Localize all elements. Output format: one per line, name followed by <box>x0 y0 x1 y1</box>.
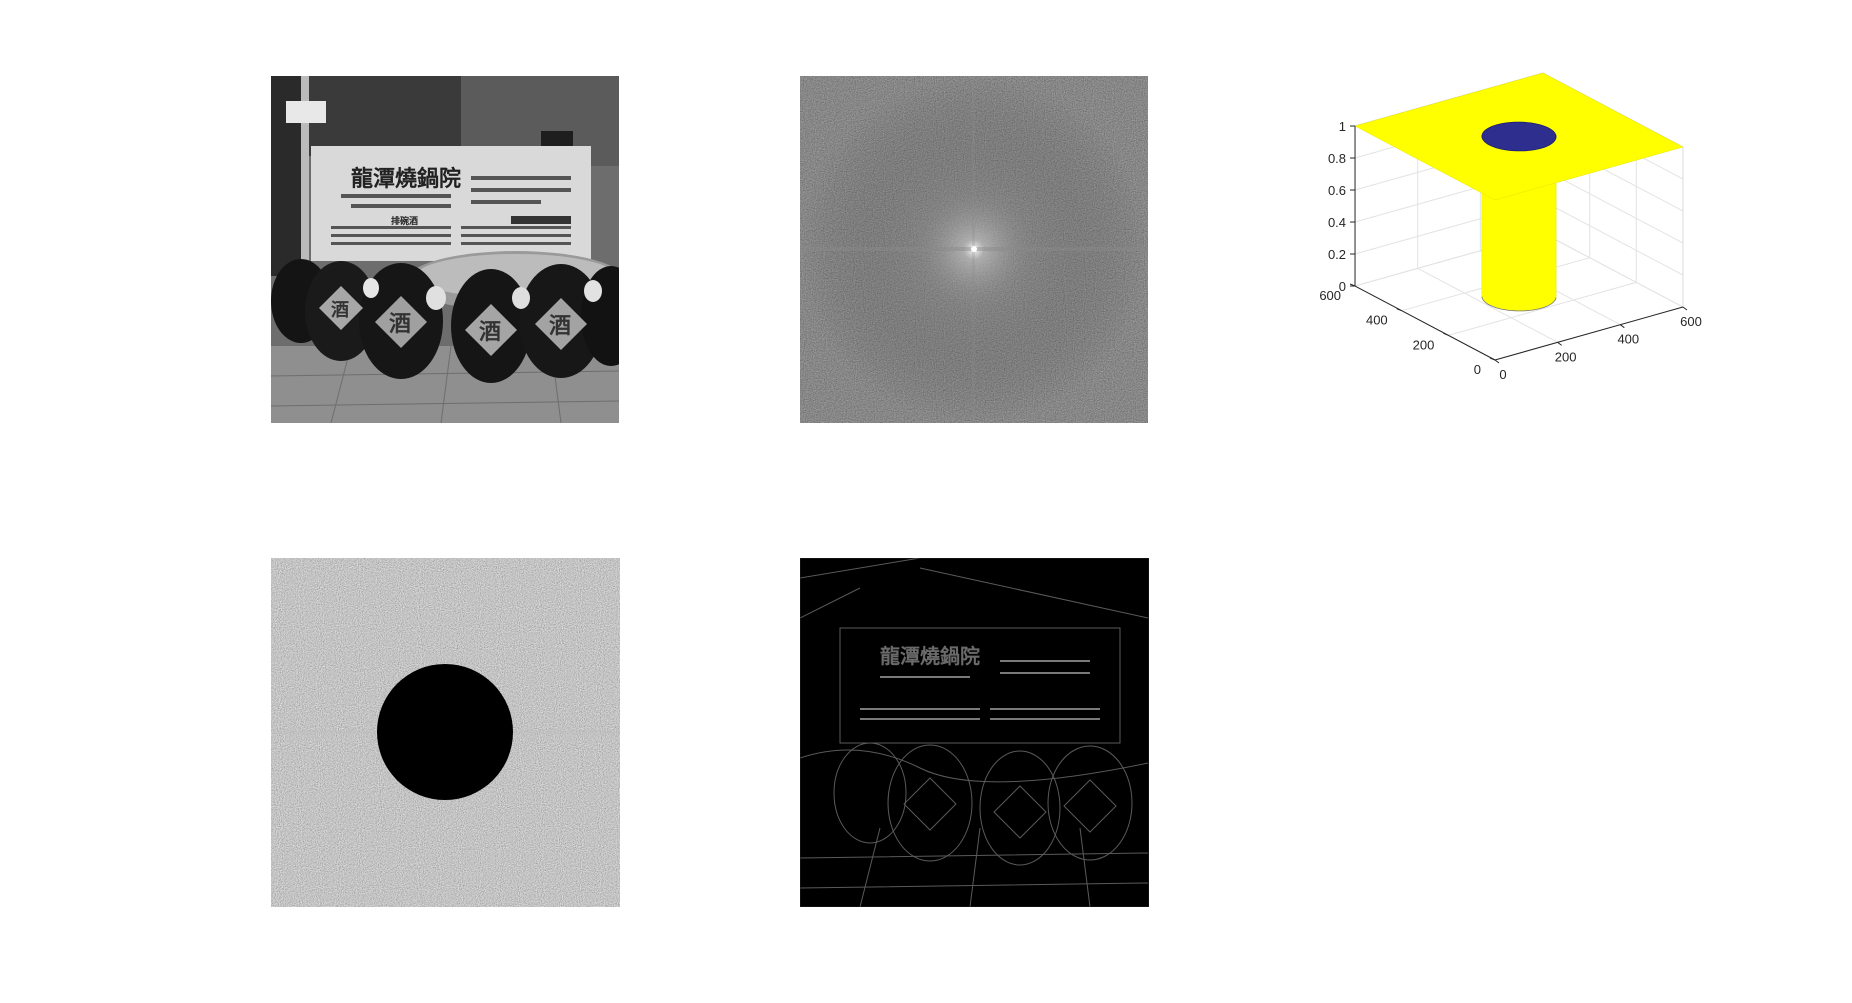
jar-label: 酒 <box>331 299 349 321</box>
y-tick-label: 0 <box>1474 362 1481 377</box>
z-tick-label: 0.8 <box>1328 151 1346 166</box>
x-tick-label: 400 <box>1617 332 1639 347</box>
surface-cylinder-base <box>1481 296 1557 312</box>
y-tick-label: 200 <box>1413 337 1435 352</box>
jar-label: 酒 <box>479 319 501 345</box>
grid-line <box>1542 200 1684 276</box>
banner-small-text: 排碗酒 <box>391 215 418 227</box>
z-tick-label: 0.6 <box>1328 183 1346 198</box>
grid-line <box>1542 168 1684 244</box>
x-tick <box>1620 324 1625 329</box>
filter-stop-disc <box>377 664 513 800</box>
high-pass-result-image: 龍潭燒鍋院 <box>800 558 1149 907</box>
z-tick-label: 0.2 <box>1328 247 1346 262</box>
y-tick <box>1489 357 1496 361</box>
y-axis-line <box>1354 285 1496 361</box>
z-tick-label: 0.4 <box>1328 215 1346 230</box>
z-tick-label: 0 <box>1339 279 1346 294</box>
x-tick <box>1682 306 1688 311</box>
fourier-spectrum-image <box>800 76 1148 423</box>
y-tick-label: 600 <box>1319 288 1341 303</box>
surface-low-region <box>1481 121 1557 152</box>
wine-jars: 酒 酒 酒 酒 <box>271 259 619 383</box>
photo-panel: 龍潭燒鍋院 排碗酒 <box>271 76 619 423</box>
x-tick-label: 600 <box>1680 314 1702 329</box>
jar-label: 酒 <box>389 311 411 337</box>
grid-line <box>1542 232 1684 308</box>
fourier-spectrum-panel <box>800 76 1148 423</box>
x-tick <box>1557 341 1562 346</box>
x-axis-line <box>1494 306 1684 361</box>
edge-banner-title: 龍潭燒鍋院 <box>880 644 980 668</box>
filtered-spectrum-image <box>271 558 620 907</box>
x-tick-label: 0 <box>1499 367 1506 382</box>
edge-image-panel: 龍潭燒鍋院 <box>800 558 1149 907</box>
banner-text-lines <box>331 176 571 245</box>
x-tick-label: 200 <box>1555 349 1577 364</box>
grid-line <box>1417 267 1558 343</box>
jar-label: 酒 <box>549 313 571 339</box>
y-tick <box>1443 332 1449 336</box>
y-tick <box>1396 308 1402 312</box>
grayscale-photo: 龍潭燒鍋院 排碗酒 <box>271 76 619 423</box>
banner-title: 龍潭燒鍋院 <box>351 166 461 192</box>
filtered-spectrum-panel <box>271 558 620 907</box>
z-tick-label: 1 <box>1339 119 1346 134</box>
x-tick <box>1494 359 1500 364</box>
grid-line <box>1448 281 1637 336</box>
y-tick-label: 400 <box>1366 313 1388 328</box>
filter-surface-plot: 0 200 400 600 0 200 400 600 0 0.2 0.4 0.6 0.8 1 <box>1240 60 1760 460</box>
